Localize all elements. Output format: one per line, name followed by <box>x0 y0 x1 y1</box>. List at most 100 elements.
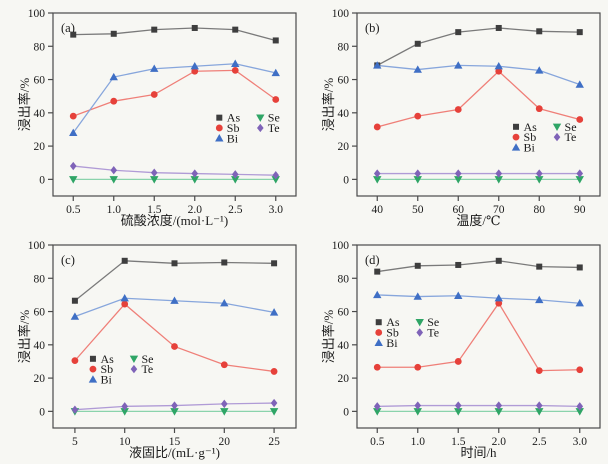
legend-label-As: As <box>524 120 538 134</box>
x-tick-label: 80 <box>534 204 546 216</box>
x-tick-label: 0.5 <box>66 204 81 216</box>
x-tick-label: 1.5 <box>451 436 466 448</box>
marker-As <box>232 26 239 33</box>
y-tick-label: 60 <box>338 75 350 87</box>
chart-a-sulfuric-acid-concentration: 0 20 40 60 80 100 0.5 1.0 1.5 2.0 2.5 3.0 硫酸浓度/(mol·… <box>0 0 304 232</box>
marker-As <box>71 297 78 304</box>
marker-As <box>374 268 381 275</box>
legend-label-Se: Se <box>141 352 153 366</box>
marker-Bi <box>120 294 129 302</box>
y-tick-label: 20 <box>34 141 46 153</box>
series-line-Bi <box>377 64 580 86</box>
legend-marker-As <box>89 355 96 362</box>
marker-Sb <box>454 358 462 365</box>
plot-frame <box>356 244 601 429</box>
series-line-Sb <box>73 69 277 117</box>
legend-label-Te: Te <box>427 326 439 340</box>
marker-Bi <box>575 80 584 88</box>
legend-marker-Sb <box>89 365 97 373</box>
legend-marker-Sb <box>375 329 383 336</box>
legend-label-Bi: Bi <box>227 131 239 145</box>
marker-As <box>121 257 128 264</box>
y-tick-label: 60 <box>34 75 46 87</box>
marker-Bi <box>494 294 503 302</box>
legend-marker-As <box>513 123 520 130</box>
y-axis-label: 浸出率/% <box>17 310 32 364</box>
marker-Bi <box>535 295 544 304</box>
legend-marker-Te <box>130 364 138 374</box>
y-tick-label: 0 <box>39 174 45 186</box>
legend-label-Bi: Bi <box>524 140 536 154</box>
legend-label-Se: Se <box>427 315 439 329</box>
marker-Se <box>373 176 382 184</box>
marker-Sb <box>535 367 543 375</box>
x-tick-label: 2.5 <box>532 436 547 448</box>
marker-Sb <box>373 363 381 371</box>
marker-Sb <box>191 67 199 75</box>
marker-Sb <box>454 106 462 113</box>
y-tick-label: 40 <box>338 340 350 352</box>
legend-marker-Se <box>129 355 139 363</box>
marker-Se <box>373 408 382 416</box>
marker-As <box>414 40 421 47</box>
x-axis-label: 液固比/(mL·g⁻¹) <box>129 445 220 460</box>
marker-Sb <box>414 112 422 120</box>
marker-Bi <box>535 66 544 74</box>
panel-label: (a) <box>61 21 75 35</box>
marker-Te <box>495 169 503 178</box>
marker-Te <box>270 398 278 408</box>
y-axis-label: 浸出率/% <box>17 78 32 132</box>
y-tick-label: 20 <box>34 373 46 385</box>
legend-label-Se: Se <box>268 111 280 125</box>
marker-Bi <box>413 292 422 300</box>
x-tick-label: 3.0 <box>269 204 284 216</box>
marker-Bi <box>150 64 159 72</box>
marker-As <box>536 263 543 270</box>
marker-Sb <box>171 343 178 350</box>
x-tick-label: 2.0 <box>188 204 203 216</box>
marker-Sb <box>272 96 280 103</box>
marker-Sb <box>495 299 503 307</box>
plot-frame <box>52 12 297 197</box>
y-tick-label: 40 <box>338 108 350 120</box>
marker-Se <box>575 408 584 416</box>
series-line-Bi <box>72 63 276 134</box>
marker-Sb <box>535 105 543 113</box>
x-tick-label: 40 <box>372 204 384 216</box>
legend-marker-Sb <box>512 133 520 141</box>
panel-label: (c) <box>61 253 75 267</box>
marker-Sb <box>495 67 503 75</box>
x-tick-label: 25 <box>268 436 280 448</box>
x-tick-label: 60 <box>453 204 465 216</box>
x-tick-label: 1.5 <box>147 204 162 216</box>
marker-Te <box>373 169 381 178</box>
chart-d-canvas: 0 20 40 60 80 100 0.5 1.0 1.5 2.0 2.5 3.0 时间/h 浸出率/% (… <box>321 240 601 460</box>
marker-As <box>495 257 502 264</box>
legend-label-Sb: Sb <box>100 362 113 376</box>
marker-Te <box>414 401 422 410</box>
marker-Se <box>220 408 229 416</box>
marker-Se <box>190 176 199 184</box>
legend-label-As: As <box>227 111 241 125</box>
chart-a-canvas: 0 20 40 60 80 100 0.5 1.0 1.5 2.0 2.5 3.0 硫酸浓度/(mol·… <box>17 8 297 228</box>
marker-Bi <box>220 299 229 307</box>
marker-Te <box>220 399 228 409</box>
x-tick-label: 20 <box>219 436 231 448</box>
legend-marker-Bi <box>374 338 383 346</box>
plot-frame <box>356 12 601 197</box>
marker-Se <box>494 408 503 416</box>
marker-Te <box>373 402 381 411</box>
marker-Te <box>121 402 129 411</box>
legend-label-As: As <box>100 352 114 366</box>
marker-Bi <box>170 296 179 304</box>
y-tick-label: 60 <box>338 307 350 319</box>
panel-label: (d) <box>365 253 380 267</box>
marker-Se <box>413 408 422 416</box>
marker-As <box>70 31 77 38</box>
y-axis-label: 浸出率/% <box>321 310 336 364</box>
marker-Te <box>191 169 199 178</box>
x-tick-label: 0.5 <box>370 436 385 448</box>
marker-Se <box>120 408 129 416</box>
y-tick-label: 40 <box>34 340 46 352</box>
marker-As <box>414 262 421 269</box>
